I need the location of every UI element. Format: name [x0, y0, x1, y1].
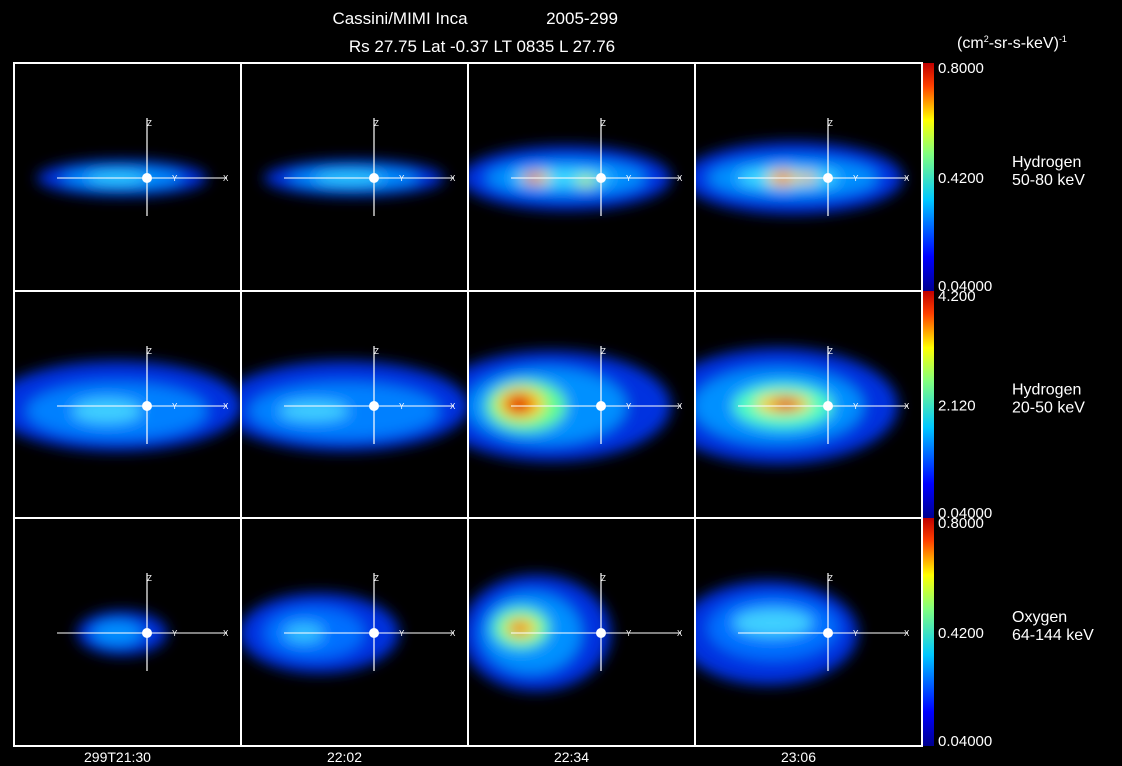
axis-label: Z	[828, 347, 833, 356]
axis-label: Z	[828, 574, 833, 583]
date: 2005-299	[546, 9, 618, 28]
image-panel: Z Y X	[264, 118, 456, 216]
axis-label: Z	[147, 347, 152, 356]
image-panel: Z Y X	[695, 118, 910, 216]
image-panel: Z Y X	[468, 118, 683, 216]
colorbar-tick-label: 0.4200	[938, 625, 984, 642]
image-panel: Z Y X	[241, 573, 456, 673]
planet	[142, 401, 152, 411]
axis-label: X	[677, 629, 683, 638]
planet	[369, 401, 379, 411]
axis-label: X	[677, 402, 683, 411]
intensity-blob	[511, 623, 527, 633]
axis-label: Z	[601, 119, 606, 128]
planet	[596, 628, 606, 638]
unit-part: -sr-s-keV)	[989, 35, 1059, 52]
unit-sup: 2	[984, 34, 989, 44]
colorbar-tick-label: 0.04000	[938, 278, 992, 295]
axis-label: Y	[172, 629, 178, 638]
time-label: 22:34	[554, 749, 589, 765]
species-label: Oxygen	[1012, 609, 1067, 626]
axis-label: Y	[399, 174, 405, 183]
axis-label: X	[677, 174, 683, 183]
axis-label: X	[904, 629, 910, 638]
planet	[823, 173, 833, 183]
axis-label: X	[450, 402, 456, 411]
intensity-blob	[733, 609, 813, 637]
colorbar-tick-label: 0.04000	[938, 733, 992, 750]
energy-label: 64-144 keV	[1012, 627, 1094, 644]
colorbar	[923, 291, 934, 518]
colorbar	[923, 518, 934, 746]
axis-label: Y	[853, 402, 859, 411]
axis-label: Y	[626, 629, 632, 638]
axis-label: Y	[626, 174, 632, 183]
planet	[596, 173, 606, 183]
axis-label: Y	[399, 629, 405, 638]
axis-label: X	[450, 174, 456, 183]
axis-label: X	[450, 629, 456, 638]
image-panel: Z Y X	[14, 346, 241, 451]
energy-label: 50-80 keV	[1012, 172, 1085, 189]
planet	[823, 628, 833, 638]
planet	[142, 173, 152, 183]
intensity-blob	[72, 399, 142, 423]
unit-sup: -1	[1059, 34, 1067, 44]
axis-label: Z	[147, 119, 152, 128]
axis-label: Y	[172, 402, 178, 411]
planet	[596, 401, 606, 411]
axis-label: Z	[601, 574, 606, 583]
colorbar-tick-label: 4.200	[938, 288, 976, 305]
image-panel: Z Y X	[695, 573, 910, 685]
time-label: 22:02	[327, 749, 362, 765]
intensity-blob	[279, 401, 349, 421]
axis-label: Z	[374, 119, 379, 128]
intensity-blob	[772, 398, 800, 410]
colorbar-tick-label: 0.8000	[938, 60, 984, 77]
panels: ZY XZY XZY XZY X0.80000.42000.04000Hydrogen5…	[13, 60, 1094, 765]
planet	[142, 628, 152, 638]
energy-label: 20-50 keV	[1012, 400, 1085, 417]
subtitle: Rs 27.75 Lat -0.37 LT 0835 L 27.76	[349, 37, 615, 56]
axis-label: Y	[399, 402, 405, 411]
time-label: 23:06	[781, 749, 816, 765]
axis-label: Z	[374, 574, 379, 583]
unit-label: (cm2-sr-s-keV)-1	[957, 34, 1067, 52]
axis-label: X	[904, 174, 910, 183]
axis-label: Y	[626, 402, 632, 411]
axis-label: X	[223, 629, 229, 638]
planet	[369, 173, 379, 183]
colorbar-tick-label: 0.8000	[938, 515, 984, 532]
axis-label: X	[223, 174, 229, 183]
axis-label: Y	[853, 174, 859, 183]
planet	[369, 628, 379, 638]
image-panel: Z Y X	[468, 346, 683, 461]
species-label: Hydrogen	[1012, 382, 1081, 399]
colorbar-tick-label: 0.4200	[938, 170, 984, 187]
panel-border	[694, 517, 923, 747]
intensity-blob	[505, 394, 533, 414]
planet	[823, 401, 833, 411]
colorbar-tick-label: 0.04000	[938, 505, 992, 522]
axis-label: Y	[172, 174, 178, 183]
image-panel: Z Y X	[241, 346, 468, 451]
axis-label: X	[223, 402, 229, 411]
title: Cassini/MIMI Inca	[332, 9, 468, 28]
image-panel: Z Y X	[695, 346, 910, 464]
image-panel: Z Y X	[57, 573, 229, 671]
colorbar	[923, 63, 934, 291]
unit-part: (cm	[957, 35, 984, 52]
axis-label: Y	[853, 629, 859, 638]
colorbar-tick-label: 2.120	[938, 397, 976, 414]
time-label: 299T21:30	[84, 749, 151, 765]
axis-label: Z	[147, 574, 152, 583]
image-panel: Z Y X	[468, 573, 683, 691]
axis-label: X	[904, 402, 910, 411]
axis-label: Z	[601, 347, 606, 356]
image-panel: Z Y X	[37, 118, 229, 216]
axis-label: Z	[828, 119, 833, 128]
species-label: Hydrogen	[1012, 154, 1081, 171]
axis-label: Z	[374, 347, 379, 356]
